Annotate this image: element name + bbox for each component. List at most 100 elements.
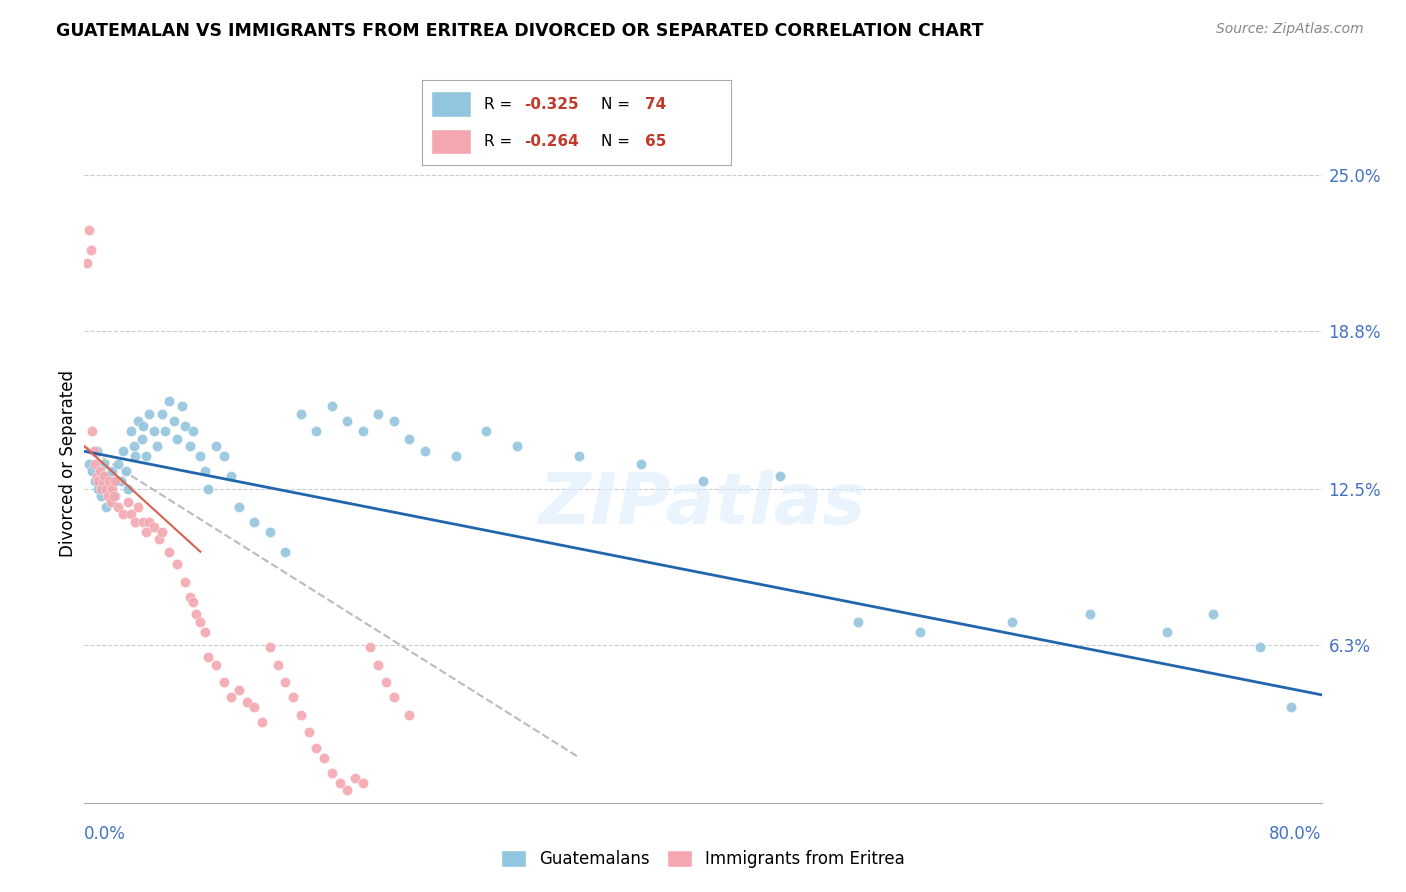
Point (135, 524, 157, 539)
Point (115, 464, 138, 478)
Point (86, 469, 108, 483)
Point (107, 500, 129, 514)
Point (101, 482, 124, 496)
Text: N =: N = (602, 96, 636, 112)
Point (352, 424, 374, 438)
Text: N =: N = (602, 134, 636, 149)
Point (166, 432, 188, 446)
Point (194, 464, 217, 478)
Point (375, 675, 398, 690)
Point (194, 625, 217, 640)
Point (205, 657, 228, 672)
Point (336, 783, 359, 797)
Point (103, 475, 125, 489)
Point (221, 469, 243, 483)
Point (159, 394, 181, 409)
Point (1156, 625, 1178, 640)
Point (100, 494, 122, 508)
Point (181, 595, 204, 609)
Point (159, 545, 181, 559)
Point (179, 590, 201, 604)
Point (84, 457, 107, 471)
Point (89, 469, 111, 483)
Point (104, 475, 127, 489)
Point (283, 690, 305, 705)
Point (77, 457, 100, 471)
Point (197, 650, 219, 665)
Point (122, 439, 145, 453)
Point (153, 424, 176, 438)
Point (107, 457, 129, 471)
Text: Source: ZipAtlas.com: Source: ZipAtlas.com (1216, 22, 1364, 37)
Point (367, 657, 389, 672)
Point (506, 439, 529, 453)
Point (170, 399, 193, 413)
Point (104, 490, 127, 504)
Point (267, 657, 290, 672)
Point (124, 450, 146, 464)
Point (124, 515, 146, 529)
Point (150, 524, 173, 539)
Point (112, 444, 135, 458)
Point (132, 419, 155, 434)
Point (148, 532, 170, 546)
Point (444, 450, 467, 464)
Point (908, 625, 931, 640)
Point (205, 439, 228, 453)
Point (692, 475, 714, 489)
Text: R =: R = (484, 96, 517, 112)
Point (1279, 700, 1302, 714)
Point (184, 607, 207, 622)
Point (101, 464, 124, 478)
Point (82, 424, 104, 438)
Point (305, 740, 328, 755)
Point (1249, 640, 1271, 654)
Point (382, 690, 405, 705)
Point (128, 500, 150, 514)
Point (86, 444, 108, 458)
Point (138, 515, 160, 529)
Point (630, 457, 652, 471)
Point (290, 707, 312, 722)
Point (143, 424, 166, 438)
Point (344, 771, 367, 785)
Point (321, 765, 343, 780)
Point (138, 407, 160, 421)
FancyBboxPatch shape (432, 91, 471, 117)
Text: ZIPatlas: ZIPatlas (540, 470, 866, 539)
Text: GUATEMALAN VS IMMIGRANTS FROM ERITREA DIVORCED OR SEPARATED CORRELATION CHART: GUATEMALAN VS IMMIGRANTS FROM ERITREA DI… (56, 22, 984, 40)
Point (1078, 607, 1101, 622)
Point (89, 464, 111, 478)
Point (76, 256, 98, 270)
Point (259, 640, 281, 654)
Point (100, 494, 122, 508)
Point (82, 464, 104, 478)
Point (274, 675, 297, 690)
Point (212, 450, 235, 464)
Point (243, 515, 266, 529)
Point (91, 475, 114, 489)
Point (117, 494, 139, 508)
Point (179, 439, 201, 453)
Point (97, 490, 120, 504)
FancyBboxPatch shape (432, 128, 471, 154)
Point (84, 475, 107, 489)
Text: 0.0%: 0.0% (84, 825, 127, 843)
Point (197, 482, 219, 496)
Point (135, 450, 157, 464)
Point (314, 750, 336, 764)
Point (117, 482, 139, 496)
Point (90, 482, 112, 496)
Point (174, 574, 197, 589)
Point (120, 507, 142, 521)
Point (146, 439, 169, 453)
Point (305, 424, 328, 438)
Point (98, 475, 121, 489)
Point (131, 432, 153, 446)
Point (110, 475, 132, 489)
Y-axis label: Divorced or Separated: Divorced or Separated (59, 370, 77, 558)
Point (87, 475, 110, 489)
Point (120, 424, 142, 438)
Point (298, 725, 321, 739)
Point (174, 419, 197, 434)
